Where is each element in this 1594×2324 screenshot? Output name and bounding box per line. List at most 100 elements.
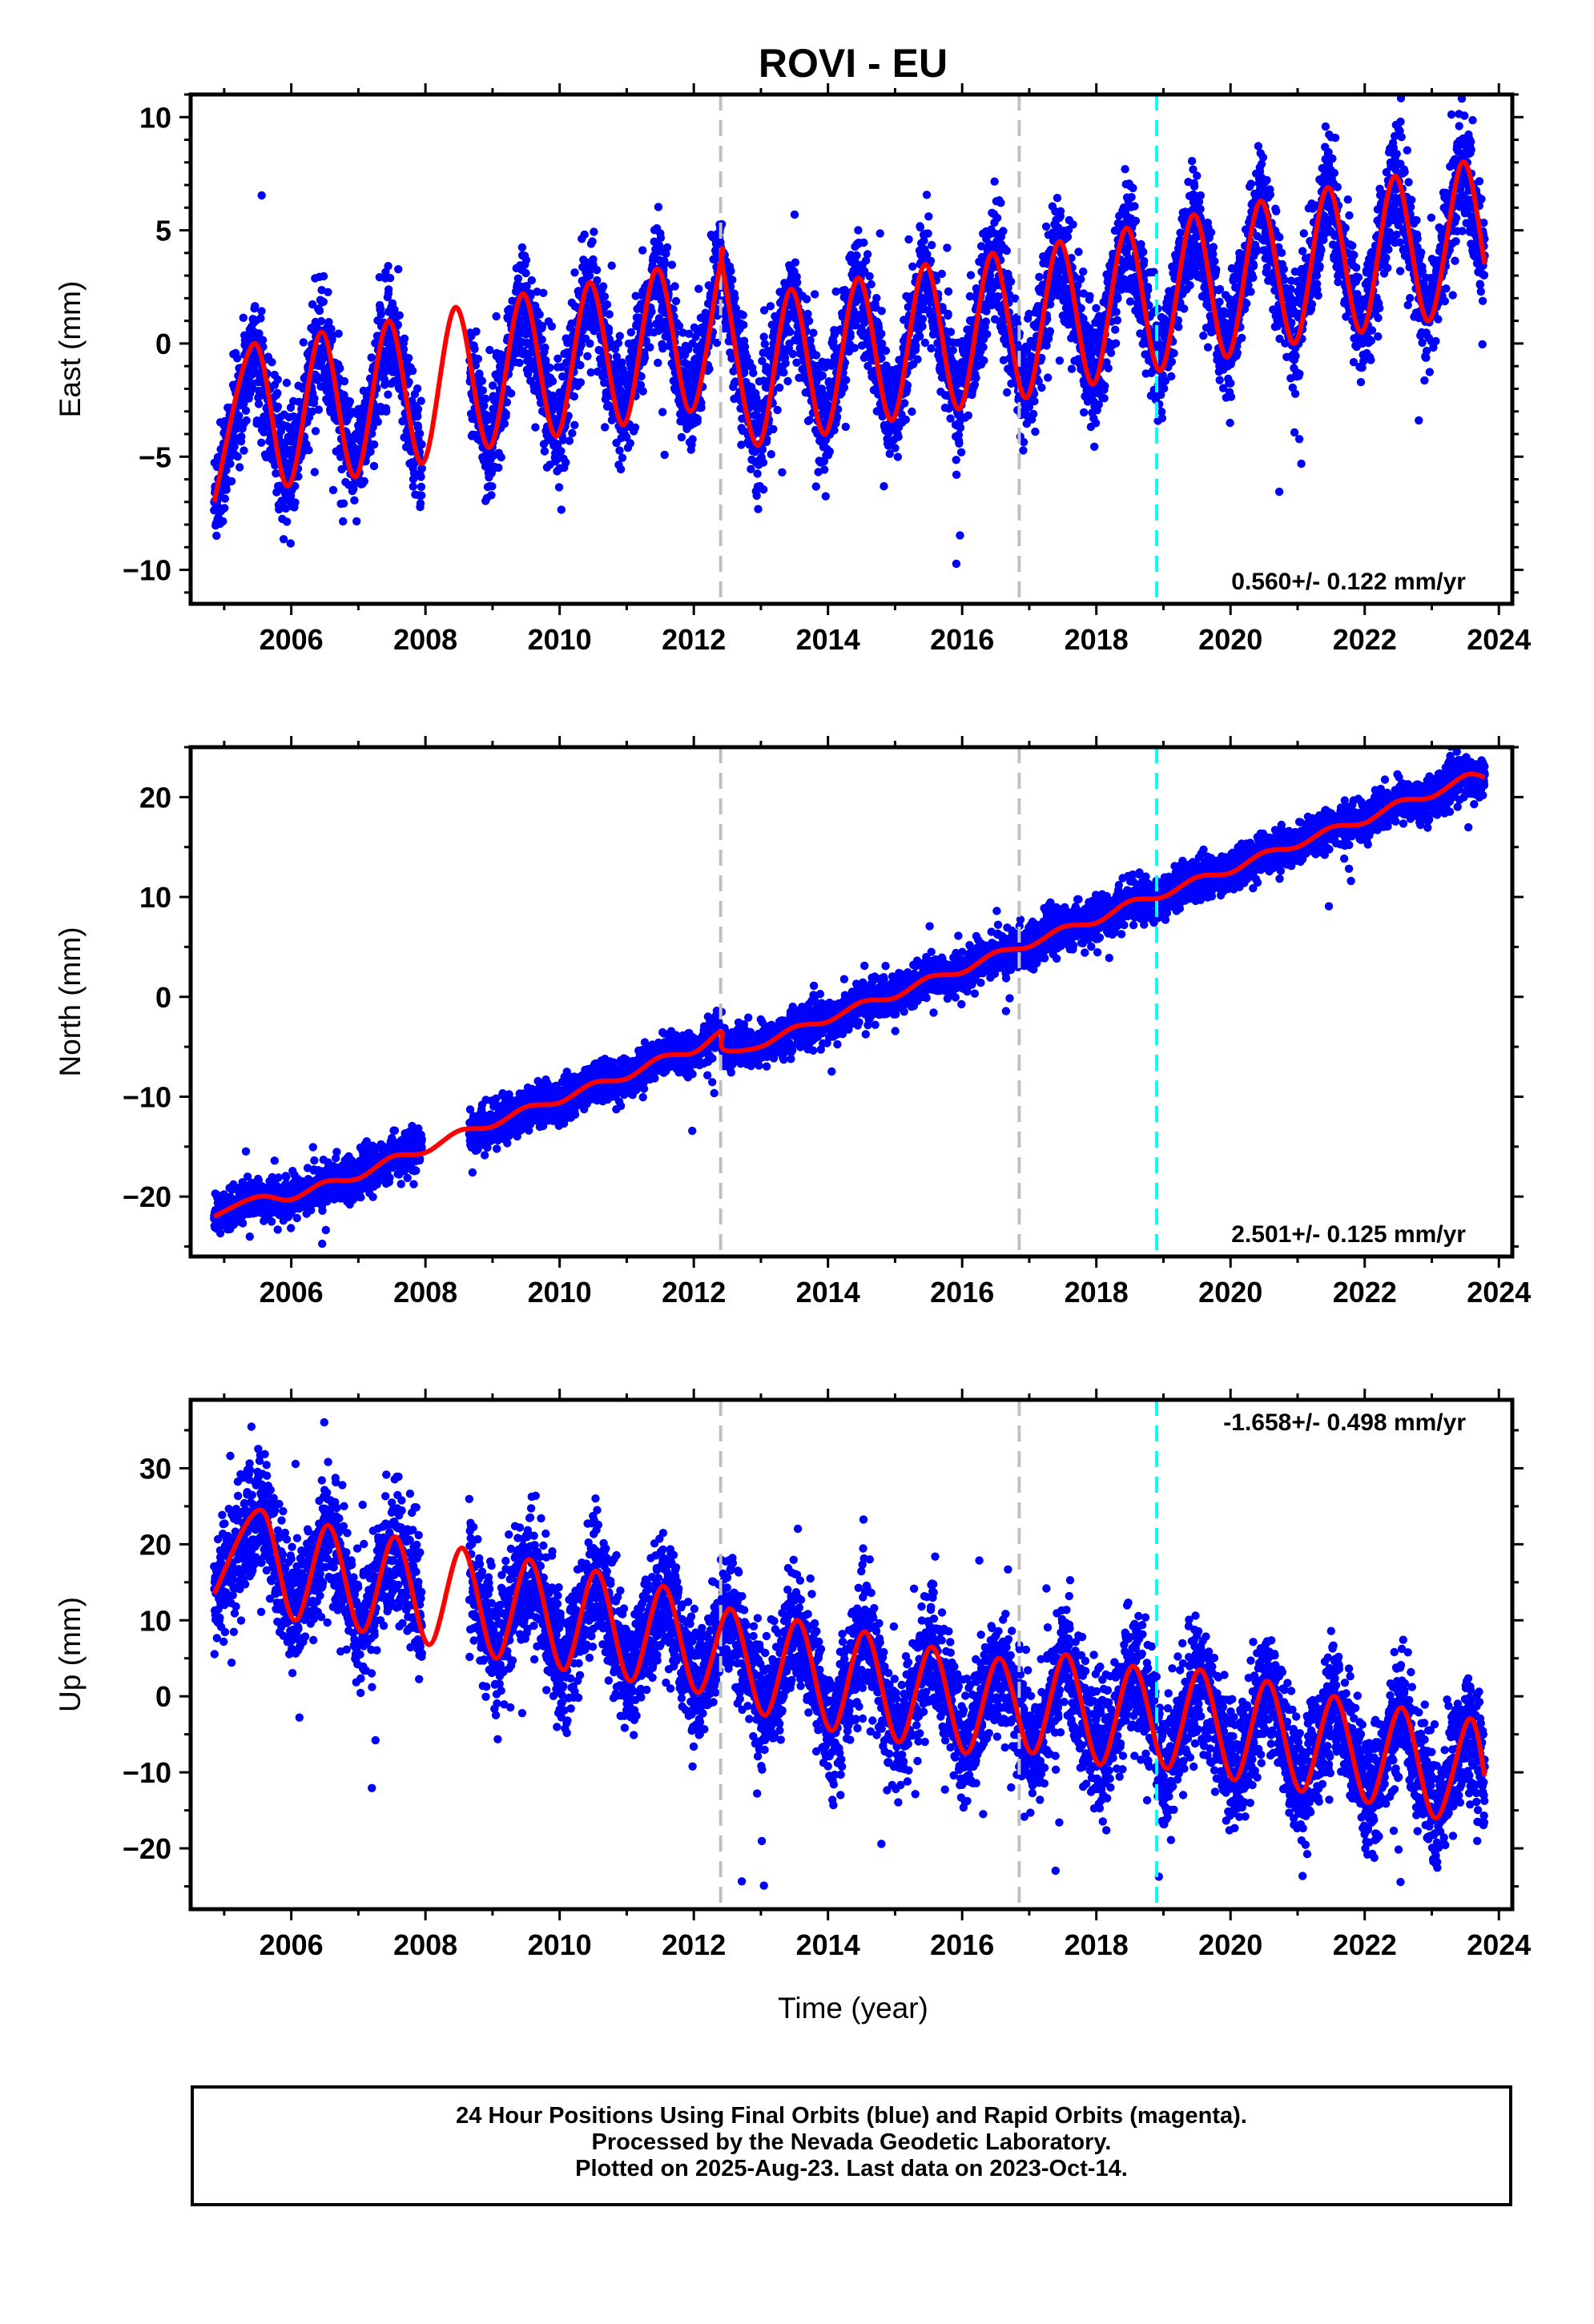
data-point bbox=[230, 442, 239, 452]
data-point bbox=[382, 407, 391, 416]
data-point bbox=[944, 287, 953, 296]
data-point bbox=[304, 445, 313, 455]
data-point bbox=[220, 494, 230, 503]
data-point bbox=[852, 251, 861, 260]
data-point bbox=[996, 199, 1005, 207]
data-point bbox=[924, 229, 932, 238]
data-point bbox=[1174, 323, 1183, 332]
data-point bbox=[531, 423, 540, 432]
data-point bbox=[257, 438, 266, 447]
data-point bbox=[727, 267, 735, 275]
data-point bbox=[918, 315, 928, 324]
data-point bbox=[237, 432, 246, 441]
data-point bbox=[916, 332, 924, 341]
data-point bbox=[400, 334, 409, 343]
data-point bbox=[1100, 394, 1109, 403]
data-point bbox=[268, 358, 276, 367]
data-point bbox=[557, 505, 566, 514]
data-point bbox=[417, 491, 426, 500]
data-point bbox=[805, 416, 814, 424]
data-point bbox=[294, 472, 303, 481]
data-point bbox=[647, 308, 656, 316]
data-point bbox=[1006, 277, 1016, 286]
data-point bbox=[854, 226, 863, 235]
data-point bbox=[999, 227, 1008, 235]
data-point bbox=[517, 243, 527, 252]
data-point bbox=[654, 203, 663, 211]
data-point bbox=[360, 476, 368, 486]
data-point bbox=[254, 400, 264, 408]
data-point bbox=[340, 376, 349, 386]
data-point bbox=[875, 229, 884, 238]
data-point bbox=[477, 376, 487, 385]
data-point bbox=[475, 369, 484, 378]
data-point bbox=[334, 329, 343, 338]
data-point bbox=[1130, 202, 1139, 211]
data-point bbox=[319, 271, 328, 281]
data-point bbox=[658, 408, 667, 416]
data-point bbox=[1131, 216, 1141, 225]
data-point bbox=[614, 339, 623, 348]
data-point bbox=[1056, 207, 1065, 215]
data-point bbox=[705, 364, 714, 373]
data-point bbox=[731, 293, 739, 303]
data-point bbox=[489, 381, 497, 390]
data-point bbox=[488, 482, 497, 491]
data-point bbox=[506, 389, 516, 398]
data-point bbox=[373, 417, 382, 426]
data-point bbox=[1127, 193, 1136, 202]
data-point bbox=[1041, 222, 1051, 231]
data-point bbox=[415, 429, 425, 438]
data-point bbox=[1031, 427, 1040, 436]
data-point bbox=[552, 456, 561, 464]
data-point bbox=[308, 407, 317, 416]
data-point bbox=[767, 450, 775, 459]
data-point bbox=[227, 476, 236, 486]
data-point bbox=[315, 306, 324, 316]
data-point bbox=[273, 375, 282, 384]
data-point bbox=[1121, 165, 1129, 174]
data-point bbox=[235, 412, 244, 420]
data-point bbox=[339, 517, 348, 526]
data-point bbox=[255, 329, 264, 338]
data-point bbox=[222, 485, 231, 494]
data-point bbox=[521, 268, 530, 278]
data-point bbox=[891, 444, 900, 452]
data-point bbox=[242, 416, 251, 425]
data-point bbox=[393, 320, 402, 329]
data-point bbox=[1113, 316, 1122, 325]
data-point bbox=[656, 233, 666, 243]
data-point bbox=[943, 243, 952, 252]
data-point bbox=[317, 286, 326, 295]
data-point bbox=[502, 398, 512, 407]
data-point bbox=[662, 243, 672, 252]
data-point bbox=[370, 440, 379, 449]
data-point bbox=[570, 420, 579, 429]
data-point bbox=[413, 412, 422, 421]
data-point bbox=[811, 290, 819, 299]
data-point bbox=[282, 378, 292, 388]
data-point bbox=[576, 360, 585, 370]
data-point bbox=[222, 466, 231, 475]
data-point bbox=[289, 412, 298, 421]
data-point bbox=[240, 400, 248, 408]
data-point bbox=[399, 344, 409, 354]
data-point bbox=[803, 309, 812, 319]
data-point bbox=[583, 352, 592, 360]
data-point bbox=[615, 332, 624, 340]
data-point bbox=[790, 210, 799, 219]
data-point bbox=[376, 310, 385, 319]
data-point bbox=[314, 405, 324, 414]
data-point bbox=[640, 353, 650, 362]
data-point bbox=[806, 336, 815, 345]
data-point bbox=[944, 309, 952, 319]
data-point bbox=[286, 403, 296, 412]
data-point bbox=[1167, 357, 1177, 366]
data-point bbox=[916, 223, 925, 232]
data-point bbox=[979, 343, 988, 352]
data-point bbox=[1045, 327, 1055, 336]
data-point bbox=[1125, 297, 1135, 306]
data-point bbox=[811, 351, 821, 360]
data-point bbox=[630, 423, 640, 432]
data-point bbox=[753, 469, 762, 478]
